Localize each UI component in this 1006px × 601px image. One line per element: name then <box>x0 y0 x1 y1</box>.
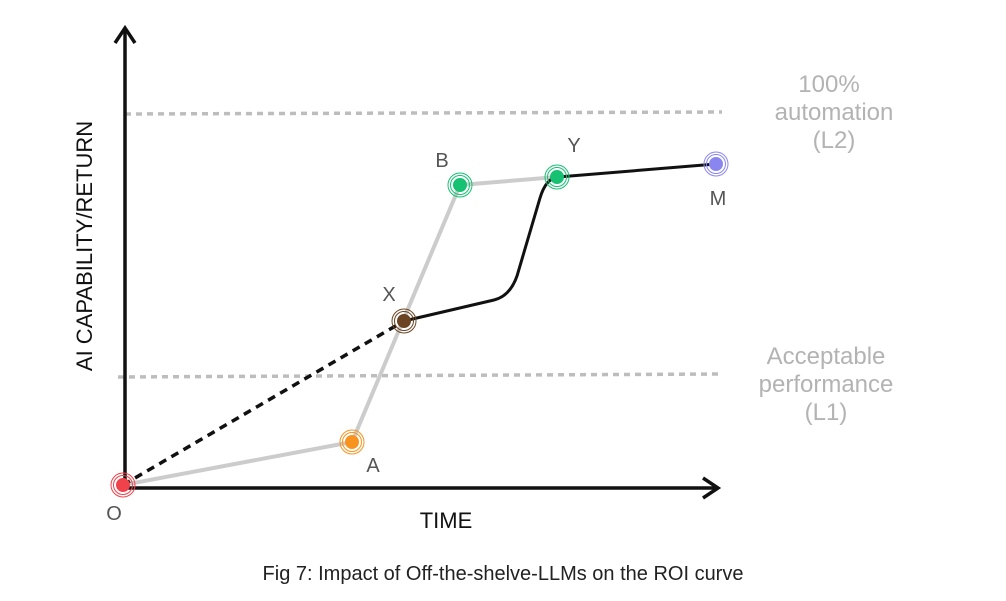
l2-level-label: 100% automation (L2) <box>775 71 894 154</box>
point-Y <box>544 164 570 190</box>
l1-label-line-3: (L1) <box>805 399 848 426</box>
point-X <box>391 308 417 334</box>
point-label-M: M <box>710 188 727 210</box>
l1-level-label: Acceptable performance (L1) <box>759 343 894 426</box>
y-axis-label: AI CAPABILITY/RETURN <box>72 121 97 371</box>
x-axis-label: TIME <box>420 508 473 533</box>
l2-label-line-1: 100% <box>798 71 859 98</box>
point-O <box>110 472 136 498</box>
x-axis-arrowhead <box>702 476 722 500</box>
point-label-X: X <box>382 284 395 306</box>
figure-caption: Fig 7: Impact of Off-the-shelve-LLMs on … <box>262 563 744 585</box>
point-label-Y: Y <box>567 135 580 157</box>
y-axis-arrowhead <box>113 24 137 44</box>
point-label-O: O <box>106 503 122 525</box>
l1-label-line-2: performance <box>759 371 894 398</box>
l1-label-line-1: Acceptable <box>767 343 886 370</box>
point-B <box>447 172 473 198</box>
l2-label-line-2: automation <box>775 99 894 126</box>
point-M <box>703 151 729 177</box>
l2-level-line <box>124 110 723 116</box>
l1-level-line <box>117 372 721 379</box>
point-label-A: A <box>366 455 380 477</box>
dashed-llm-segment <box>122 319 405 487</box>
l2-label-line-3: (L2) <box>813 127 856 154</box>
point-A <box>339 429 365 455</box>
point-label-B: B <box>435 150 448 172</box>
gray-roi-curve <box>122 175 558 487</box>
